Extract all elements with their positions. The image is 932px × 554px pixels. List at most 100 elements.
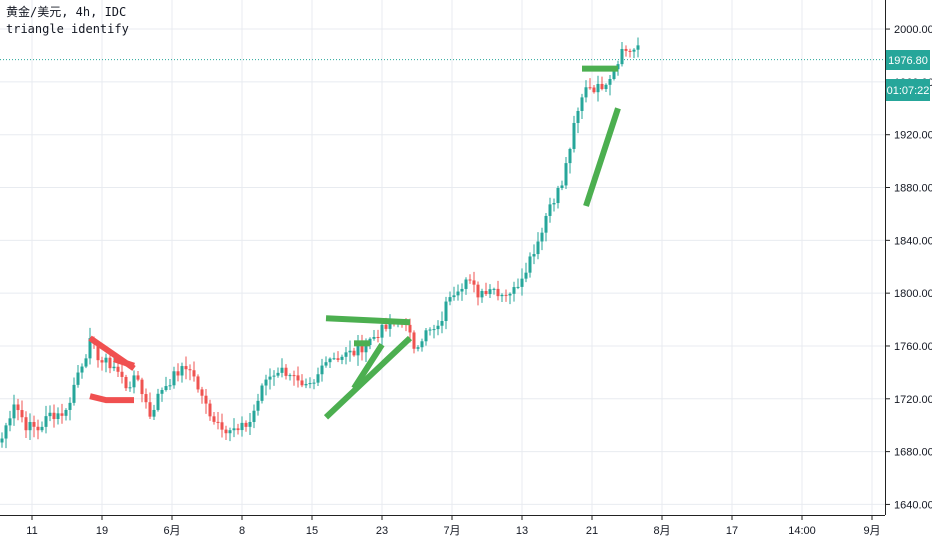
candle-body xyxy=(76,372,80,385)
candle-body xyxy=(224,429,228,434)
candle-body xyxy=(184,366,188,370)
candle-body xyxy=(360,344,364,353)
time-tick-label: 9月 xyxy=(863,525,880,537)
candle-body xyxy=(36,426,40,431)
price-tick-label: 1800.00 xyxy=(894,288,932,300)
time-tick-label: 6月 xyxy=(163,525,180,537)
candle-body xyxy=(0,438,4,443)
candle-body xyxy=(512,287,516,294)
candle-body xyxy=(352,350,356,356)
candle-body xyxy=(168,385,172,387)
candle-body xyxy=(8,418,12,426)
candle-body xyxy=(340,356,344,360)
candle-body xyxy=(136,375,140,380)
candle-body xyxy=(268,376,272,380)
candle-body xyxy=(16,404,20,411)
candle-body xyxy=(96,343,100,361)
candle-body xyxy=(576,110,580,123)
candle-body xyxy=(424,330,428,342)
candle-body xyxy=(200,389,204,396)
candle-body xyxy=(452,295,456,298)
candle-body xyxy=(320,365,324,375)
candle-body xyxy=(212,416,216,422)
candle-body xyxy=(388,321,392,329)
candle-body xyxy=(608,78,612,85)
triangle-pattern-line xyxy=(583,107,621,207)
candle-body xyxy=(456,291,460,296)
candle-body xyxy=(120,371,124,377)
candle-body xyxy=(276,372,280,376)
candle-body xyxy=(176,371,180,376)
candle-body xyxy=(152,409,156,417)
candle-body xyxy=(272,375,276,377)
candle-body xyxy=(48,412,52,417)
candle-body xyxy=(284,367,288,376)
candle-body xyxy=(468,279,472,281)
time-tick-label: 15 xyxy=(306,525,318,537)
candle-body xyxy=(604,84,608,90)
candle-body xyxy=(560,185,564,188)
candle-body xyxy=(140,379,144,395)
candle-body xyxy=(532,254,536,257)
triangle-pattern-line xyxy=(89,393,134,404)
candle-body xyxy=(144,394,148,403)
candle-body xyxy=(524,272,528,279)
price-tick-label: 2000.00 xyxy=(894,24,932,36)
candle-body xyxy=(28,422,32,431)
candle-body xyxy=(124,376,128,389)
candle-body xyxy=(556,187,560,204)
axis-layer[interactable]: 2000.001960.001920.001880.001840.001800.… xyxy=(0,0,932,537)
candle-body xyxy=(296,375,300,381)
candle-body xyxy=(44,416,48,427)
indicator-title[interactable]: triangle identify xyxy=(6,22,129,36)
candle-body xyxy=(72,384,76,403)
price-scale[interactable]: 2000.001960.001920.001880.001840.001800.… xyxy=(885,24,932,511)
candle-body xyxy=(564,163,568,186)
candle-body xyxy=(344,352,348,357)
candle-body xyxy=(580,97,584,111)
candle-body xyxy=(316,374,320,383)
candle-body xyxy=(156,393,160,410)
candle-body xyxy=(548,204,552,216)
time-tick-label: 23 xyxy=(376,525,388,537)
candle-body xyxy=(180,366,184,376)
candle-body xyxy=(536,241,540,255)
candle-body xyxy=(472,280,476,285)
candle-body xyxy=(160,389,164,394)
candle-body xyxy=(528,256,532,273)
countdown-badge xyxy=(886,79,930,101)
time-tick-label: 21 xyxy=(586,525,598,537)
candle-body xyxy=(148,402,152,417)
candle-body xyxy=(4,425,8,439)
time-tick-label: 8月 xyxy=(653,525,670,537)
candle-body xyxy=(60,413,64,416)
time-tick-label: 17 xyxy=(726,525,738,537)
candle-body xyxy=(324,362,328,366)
candle-body xyxy=(88,338,92,359)
chart-legend: 黄金/美元, 4h, IDC triangle identify xyxy=(6,4,129,38)
candle-body xyxy=(328,358,332,363)
symbol-title[interactable]: 黄金/美元, 4h, IDC xyxy=(6,5,127,19)
candle-body xyxy=(12,404,16,419)
candle-body xyxy=(300,380,304,386)
candle-body xyxy=(236,428,240,431)
candle-body xyxy=(260,385,264,401)
candle-body xyxy=(228,430,232,434)
candle-body xyxy=(100,360,104,363)
candle-body xyxy=(220,422,224,430)
candle-body xyxy=(572,122,576,149)
candle-body xyxy=(80,366,84,373)
candle-body xyxy=(412,332,416,349)
time-scale[interactable]: 11 19 6月 8 15 23 7月 13 21 8月 17 14:00 9月 xyxy=(26,515,881,537)
candle-body xyxy=(460,288,464,292)
time-tick-label: 11 xyxy=(26,525,37,537)
last-price-badge xyxy=(886,50,930,70)
candle-body xyxy=(288,375,292,377)
candle-body xyxy=(332,358,336,360)
triangle-pattern-line xyxy=(325,315,411,326)
candle-body xyxy=(364,344,368,353)
candle-body xyxy=(448,297,452,302)
candle-body xyxy=(52,412,56,420)
